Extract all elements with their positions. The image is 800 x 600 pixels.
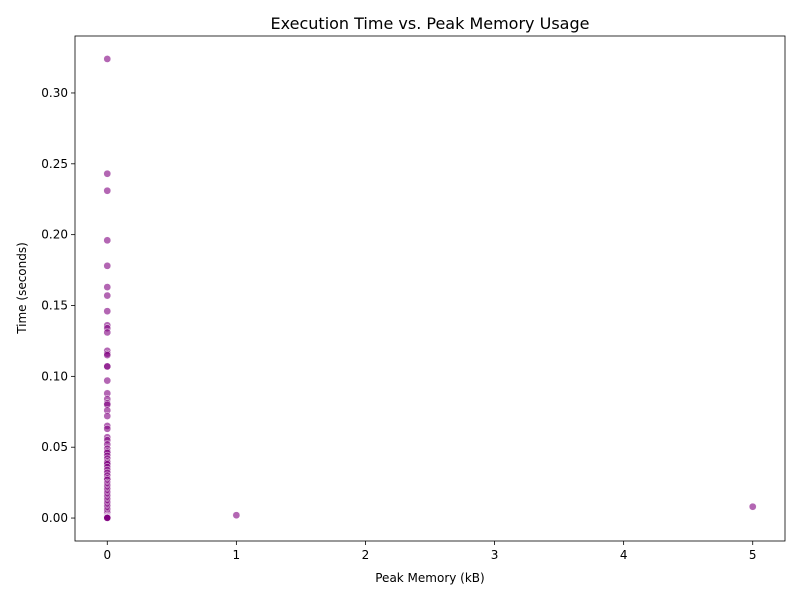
data-point [103,236,112,245]
y-axis-label: Time (seconds) [15,242,29,335]
x-tick-label: 0 [103,548,111,562]
x-tick-label: 4 [620,548,628,562]
data-point [103,424,112,433]
x-tick-label: 3 [491,548,499,562]
data-point [103,376,112,385]
y-tick-label: 0.15 [41,299,68,313]
x-tick-label: 2 [362,548,370,562]
x-axis: 0 1 2 3 4 5 [103,541,757,562]
y-tick-label: 0.10 [41,369,68,383]
y-tick-label: 0.25 [41,157,68,171]
y-axis: 0.00 0.05 0.10 0.15 0.20 0.25 0.30 [41,86,75,525]
data-point [103,351,112,359]
data-point [103,291,112,300]
y-tick-label: 0.30 [41,86,68,100]
data-point [103,362,112,371]
data-point [103,261,112,270]
data-point [103,514,112,522]
y-tick-label: 0.20 [41,228,68,242]
data-point [103,283,112,291]
data-point [748,502,757,511]
chart-title: Execution Time vs. Peak Memory Usage [271,14,590,33]
plot-frame [74,35,786,542]
data-point [103,186,112,195]
x-tick-label: 1 [233,548,241,562]
data-point [103,412,112,420]
data-point [103,55,112,63]
data-point [103,328,112,337]
data-points [103,55,757,522]
x-axis-label: Peak Memory (kB) [375,571,484,585]
data-point [232,511,241,520]
x-tick-label: 5 [749,548,757,562]
data-point [103,307,112,316]
y-tick-label: 0.05 [41,440,68,454]
y-tick-label: 0.00 [41,511,68,525]
data-point [103,169,112,178]
